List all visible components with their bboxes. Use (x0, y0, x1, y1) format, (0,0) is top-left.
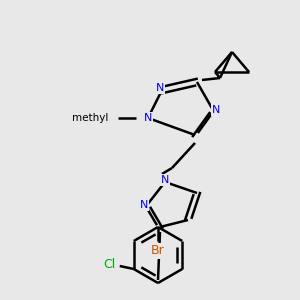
Text: N: N (144, 113, 152, 123)
Text: N: N (161, 175, 169, 185)
Text: N: N (212, 105, 220, 115)
Text: methyl: methyl (72, 113, 108, 123)
Text: Br: Br (151, 244, 165, 257)
Text: Cl: Cl (103, 257, 116, 271)
Text: N: N (156, 83, 164, 93)
Text: N: N (140, 200, 148, 210)
